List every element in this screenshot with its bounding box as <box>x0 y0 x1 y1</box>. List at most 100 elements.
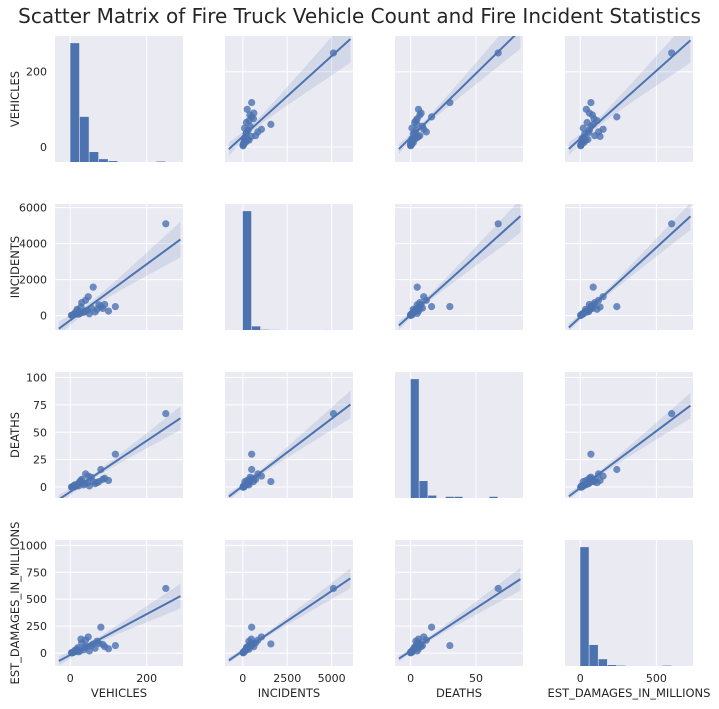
regression-line <box>398 36 516 150</box>
histogram-bar <box>410 379 419 498</box>
panel-est-damages-in-millions-vs-deaths <box>395 540 523 666</box>
scatter-point <box>494 220 502 228</box>
panel-deaths-vs-est-damages-in-millions <box>565 372 693 498</box>
y-tick-label: 0 <box>40 481 47 494</box>
scatter-point <box>81 470 90 478</box>
panel-vehicles-vs-deaths <box>395 36 523 162</box>
scatter-point <box>267 120 275 128</box>
x-tick-label: 50 <box>469 672 483 685</box>
panel-vehicles-vs-est-damages-in-millions <box>565 36 693 162</box>
y-tick-label: 1000 <box>19 539 47 552</box>
scatter-point <box>416 111 424 119</box>
x-tick-label: 200 <box>136 672 157 685</box>
scatter-point <box>587 450 595 458</box>
scatter-point <box>243 105 251 113</box>
y-tick-label: 0 <box>40 310 47 323</box>
scatter-point <box>267 640 275 648</box>
regression-line <box>398 578 521 660</box>
panel-est-damages-in-millions-vs-est-damages-in-millions <box>565 540 693 666</box>
histogram-bar <box>98 159 108 162</box>
scatter-point <box>613 113 621 121</box>
y-tick-label: 2000 <box>19 274 47 287</box>
x-axis-label: DEATHS <box>436 686 482 700</box>
y-tick-label: 750 <box>26 566 47 579</box>
regression-line <box>568 404 692 498</box>
scatter-point <box>104 476 113 485</box>
scatter-point <box>104 307 113 315</box>
scatter-point <box>589 283 597 291</box>
histogram-bar <box>454 496 463 498</box>
scatter-point <box>99 304 107 312</box>
scatter-point <box>91 308 99 316</box>
panel-incidents-vs-incidents <box>225 204 353 330</box>
y-tick-label: 500 <box>26 593 47 606</box>
scatter-point <box>668 410 676 418</box>
scatter-point <box>427 303 436 311</box>
y-tick-label: 4000 <box>19 238 47 251</box>
panel-incidents-vs-vehicles <box>55 204 183 330</box>
histogram-bar <box>598 659 608 666</box>
scatter-point <box>99 640 107 649</box>
scatter-point <box>577 141 585 149</box>
panel-incidents-vs-est-damages-in-millions <box>565 204 693 330</box>
scatter-point <box>579 124 587 132</box>
scatter-point <box>588 111 597 119</box>
x-tick-label: 0 <box>67 672 74 685</box>
panel-deaths-vs-incidents <box>225 372 353 498</box>
regression-line <box>228 38 352 150</box>
scatter-point <box>596 132 604 141</box>
x-axis-label: EST_DAMAGES_IN_MILLIONS <box>548 686 711 700</box>
x-axis-label: INCIDENTS <box>258 686 320 700</box>
scatter-point <box>246 111 254 119</box>
y-tick-label: 200 <box>26 66 47 79</box>
scatter-point <box>596 303 604 311</box>
scatter-point <box>613 303 621 311</box>
histogram-bar <box>419 481 428 498</box>
regression-line <box>228 403 352 498</box>
histogram-bar <box>580 547 589 666</box>
y-tick-label: 6000 <box>19 202 47 215</box>
histogram-bar <box>251 326 261 330</box>
scatter-point <box>427 623 436 631</box>
histogram-bar <box>70 43 80 162</box>
y-tick-label: 75 <box>33 399 47 412</box>
scatter-point <box>596 476 604 485</box>
regression-line <box>568 39 692 150</box>
scatter-point <box>104 645 113 653</box>
histogram-bar <box>79 116 89 162</box>
scatter-point <box>446 303 454 311</box>
scatter-point <box>582 105 590 113</box>
histogram-bar <box>89 152 99 162</box>
scatter-point <box>242 118 250 127</box>
scatter-point <box>416 304 424 312</box>
regression-line <box>58 238 182 330</box>
histogram-bar <box>445 496 454 498</box>
scatter-point <box>248 450 256 458</box>
y-axis-label: INCIDENTS <box>8 236 22 298</box>
histogram-bar <box>589 644 598 666</box>
y-axis-label: DEATHS <box>8 412 22 458</box>
confidence-band <box>58 221 181 330</box>
scatter-point <box>99 475 107 483</box>
panel-est-damages-in-millions-vs-vehicles <box>55 540 183 666</box>
scatter-point <box>162 410 170 418</box>
histogram-bar <box>489 496 498 498</box>
scatter-point <box>111 641 119 650</box>
histogram-bar <box>242 211 252 330</box>
regression-line <box>228 577 351 662</box>
scatter-point <box>248 465 256 474</box>
scatter-point <box>267 477 275 486</box>
scatter-point <box>91 644 99 652</box>
scatter-point <box>162 220 170 228</box>
panel-vehicles-vs-vehicles <box>55 36 183 162</box>
y-axis-label: VEHICLES <box>8 71 22 127</box>
y-tick-label: 250 <box>26 620 47 633</box>
chart-title: Scatter Matrix of Fire Truck Vehicle Cou… <box>18 4 701 28</box>
scatter-point <box>77 635 85 643</box>
scatter-point <box>668 220 676 228</box>
x-tick-label: 0 <box>577 672 584 685</box>
scatter-point <box>248 98 256 107</box>
scatter-point <box>89 283 97 291</box>
panel-incidents-vs-deaths <box>395 204 523 330</box>
